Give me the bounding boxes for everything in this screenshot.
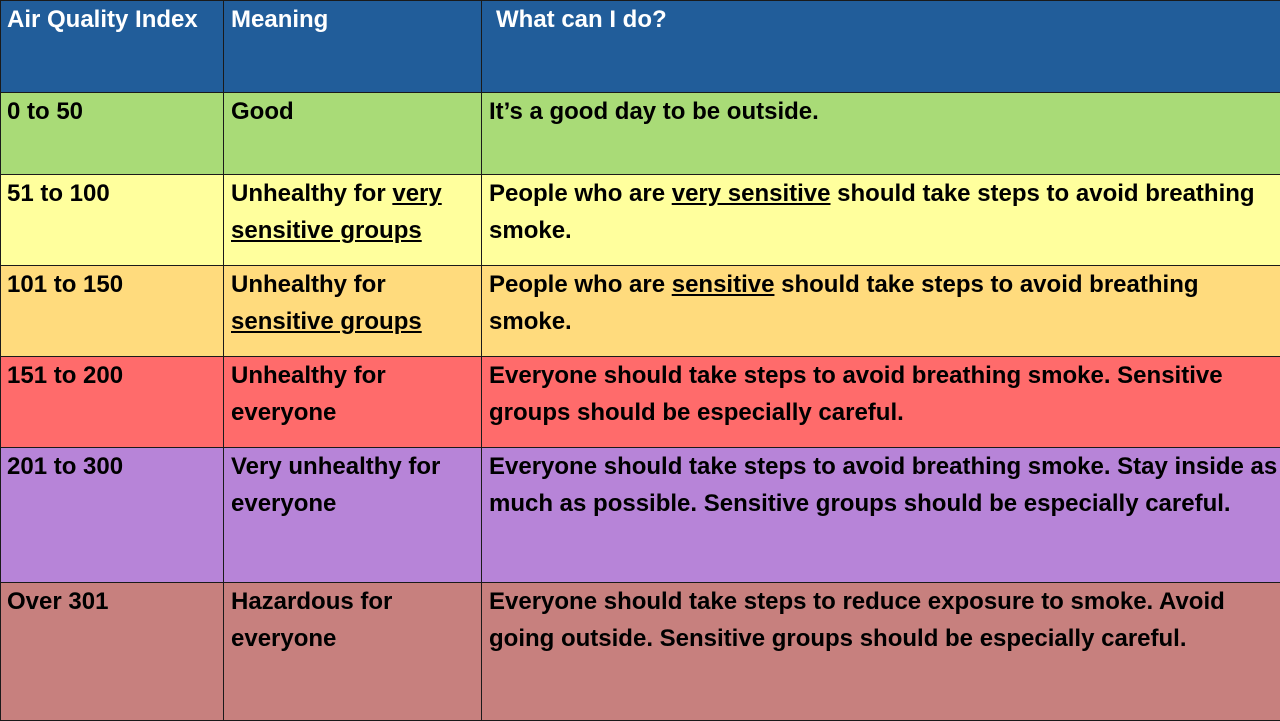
header-action: What can I do?	[482, 1, 1280, 93]
cell-text: People who are	[489, 271, 672, 298]
cell-text: It’s a good day to be outside.	[489, 98, 819, 125]
header-row: Air Quality Index Meaning What can I do?	[1, 1, 1280, 93]
cell-text: Everyone should take steps to avoid brea…	[489, 362, 1223, 426]
table-row: 151 to 200 Unhealthy for everyone Everyo…	[1, 357, 1280, 448]
header-meaning: Meaning	[224, 1, 482, 93]
meaning-cell: Very unhealthy for everyone	[224, 448, 482, 583]
aqi-range-cell: 101 to 150	[1, 266, 224, 357]
table-row: 51 to 100 Unhealthy for very sensitive g…	[1, 175, 1280, 266]
table-row: 101 to 150 Unhealthy for sensitive group…	[1, 266, 1280, 357]
cell-text: Unhealthy for	[231, 271, 386, 298]
action-cell: People who are very sensitive should tak…	[482, 175, 1280, 266]
meaning-cell: Unhealthy for very sensitive groups	[224, 175, 482, 266]
aqi-range-cell: 51 to 100	[1, 175, 224, 266]
action-cell: People who are sensitive should take ste…	[482, 266, 1280, 357]
table-row: 0 to 50 Good It’s a good day to be outsi…	[1, 93, 1280, 175]
cell-text: People who are	[489, 180, 672, 207]
cell-text: Unhealthy for everyone	[231, 362, 386, 426]
cell-text: Everyone should take steps to avoid brea…	[489, 453, 1277, 517]
cell-text: Very unhealthy for everyone	[231, 453, 440, 517]
aqi-range-cell: Over 301	[1, 583, 224, 721]
underlined-emphasis: very sensitive	[672, 180, 831, 207]
underlined-emphasis: sensitive	[672, 271, 775, 298]
underlined-emphasis: sensitive groups	[231, 308, 422, 335]
meaning-cell: Good	[224, 93, 482, 175]
header-aqi: Air Quality Index	[1, 1, 224, 93]
action-cell: Everyone should take steps to avoid brea…	[482, 357, 1280, 448]
meaning-cell: Hazardous for everyone	[224, 583, 482, 721]
meaning-cell: Unhealthy for sensitive groups	[224, 266, 482, 357]
aqi-range-cell: 151 to 200	[1, 357, 224, 448]
table-row: Over 301 Hazardous for everyone Everyone…	[1, 583, 1280, 721]
cell-text: Good	[231, 98, 294, 125]
meaning-cell: Unhealthy for everyone	[224, 357, 482, 448]
aqi-range-cell: 201 to 300	[1, 448, 224, 583]
table-row: 201 to 300 Very unhealthy for everyone E…	[1, 448, 1280, 583]
cell-text: Hazardous for everyone	[231, 588, 392, 652]
action-cell: Everyone should take steps to avoid brea…	[482, 448, 1280, 583]
aqi-range-cell: 0 to 50	[1, 93, 224, 175]
cell-text: Everyone should take steps to reduce exp…	[489, 588, 1225, 652]
action-cell: Everyone should take steps to reduce exp…	[482, 583, 1280, 721]
action-cell: It’s a good day to be outside.	[482, 93, 1280, 175]
cell-text: Unhealthy for	[231, 180, 392, 207]
